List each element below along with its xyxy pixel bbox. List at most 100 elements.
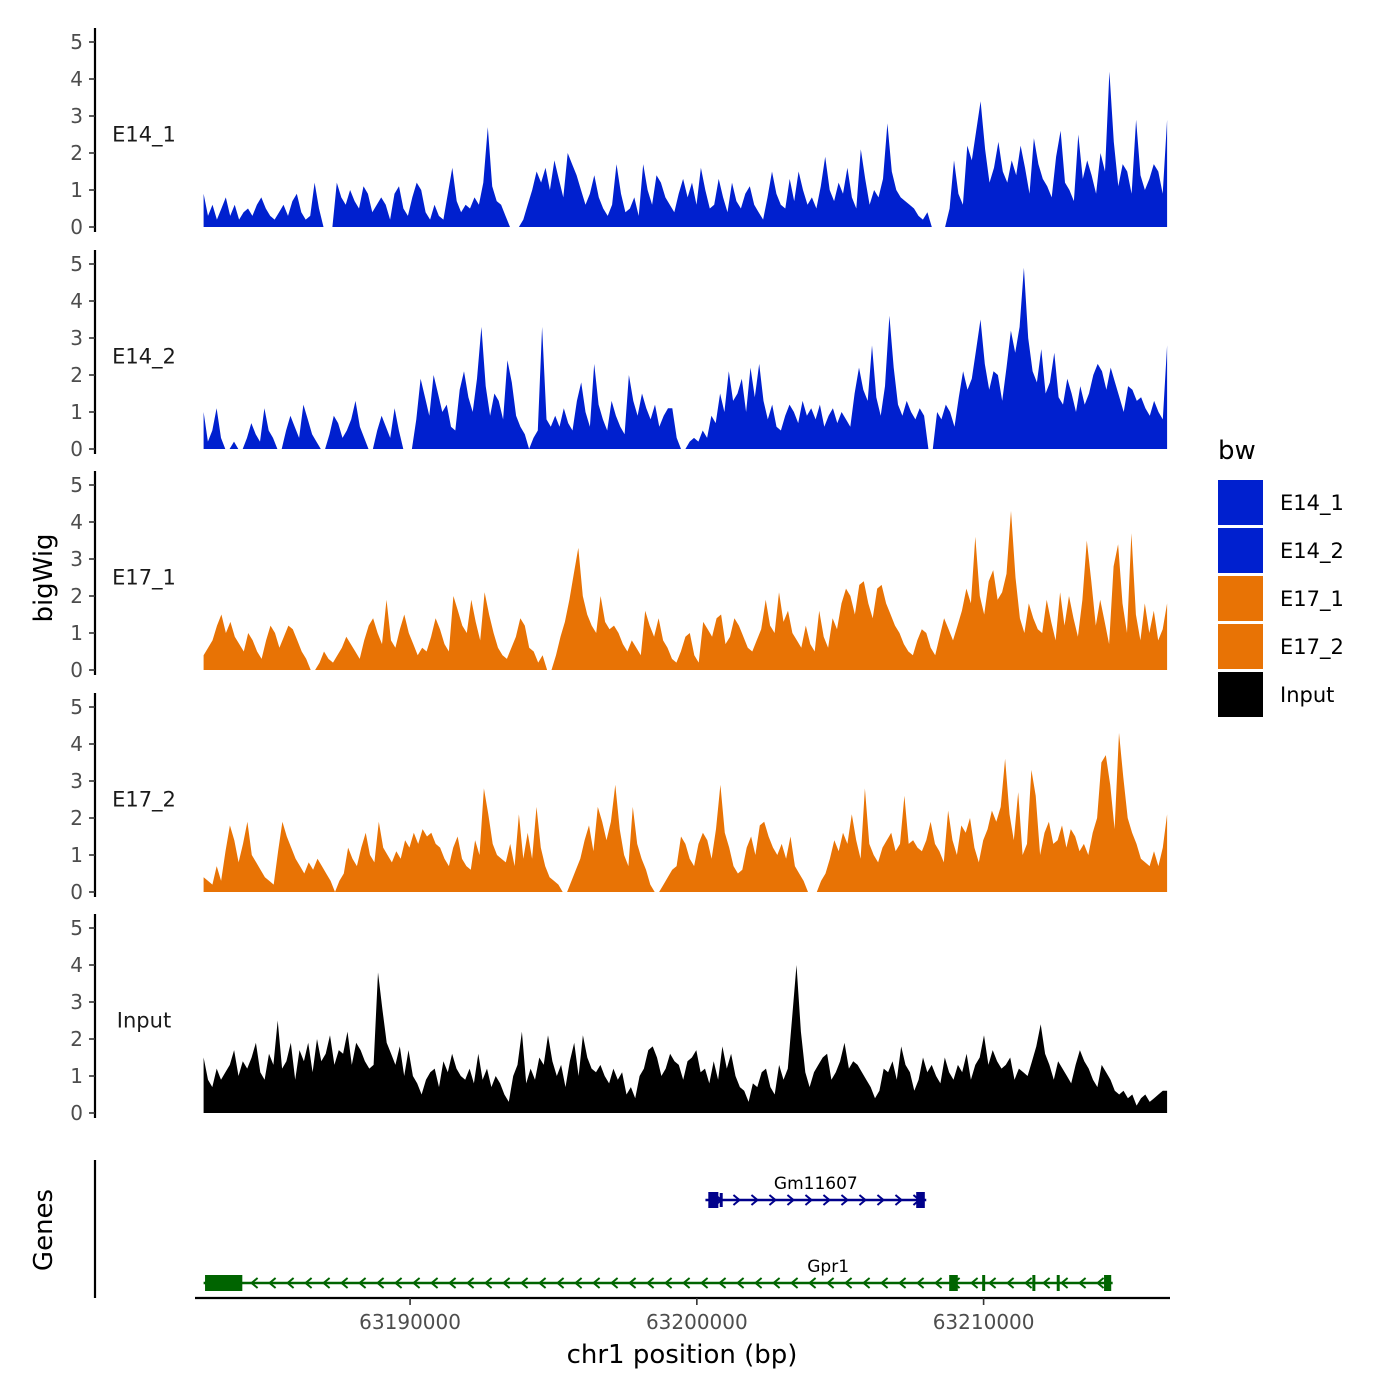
strand-arrow bbox=[466, 1277, 475, 1289]
x-tick-label: 63190000 bbox=[359, 1310, 461, 1334]
strand-arrow bbox=[340, 1277, 349, 1289]
gene-label: Gm11607 bbox=[774, 1174, 858, 1194]
legend-label: Input bbox=[1280, 683, 1334, 707]
strand-arrow bbox=[700, 1277, 709, 1289]
strand-arrow bbox=[840, 1194, 850, 1206]
y-tick-label: 2 bbox=[70, 141, 83, 165]
strand-arrow bbox=[430, 1277, 439, 1289]
strand-arrow bbox=[394, 1277, 403, 1289]
strand-arrow bbox=[250, 1277, 259, 1289]
strand-arrow bbox=[934, 1277, 943, 1289]
track-label: E14_1 bbox=[112, 123, 176, 148]
strand-arrow bbox=[322, 1277, 331, 1289]
strand-arrow bbox=[732, 1194, 742, 1206]
y-tick-label: 2 bbox=[70, 1027, 83, 1051]
strand-arrow bbox=[844, 1277, 853, 1289]
strand-arrow bbox=[664, 1277, 673, 1289]
strand-arrow bbox=[1096, 1277, 1105, 1289]
track-e14_1: 0 1 2 3 4 5 E14_1 bbox=[70, 28, 1168, 239]
strand-arrow bbox=[750, 1194, 760, 1206]
strand-arrow bbox=[718, 1277, 727, 1289]
y-tick-label: 3 bbox=[70, 990, 83, 1014]
strand-arrow bbox=[822, 1194, 832, 1206]
coverage-tracks: 0 1 2 3 4 5 E14_1 0 1 2 3 4 5 E14_2 0 1 2 3 4 5 E17_1 0 1 2 3 4 5 E… bbox=[70, 28, 1168, 1125]
y-tick-label: 0 bbox=[70, 658, 83, 682]
strand-arrow bbox=[376, 1277, 385, 1289]
y-tick-label: 2 bbox=[70, 584, 83, 608]
y-tick-label: 1 bbox=[70, 843, 83, 867]
track-input: 0 1 2 3 4 5 Input bbox=[70, 914, 1168, 1125]
legend: bw E14_1 E14_2 E17_1 E17_2 Input bbox=[1218, 436, 1344, 717]
strand-arrow bbox=[790, 1277, 799, 1289]
strand-arrow bbox=[304, 1277, 313, 1289]
strand-arrow bbox=[970, 1277, 979, 1289]
strand-arrow bbox=[484, 1277, 493, 1289]
x-tick-label: 63200000 bbox=[646, 1310, 748, 1334]
strand-arrow bbox=[412, 1277, 421, 1289]
y-tick-label: 0 bbox=[70, 1101, 83, 1125]
exon bbox=[982, 1275, 986, 1291]
strand-arrow bbox=[736, 1277, 745, 1289]
track-e14_2: 0 1 2 3 4 5 E14_2 bbox=[70, 250, 1168, 461]
exon bbox=[1104, 1275, 1112, 1291]
y-tick-label: 4 bbox=[70, 510, 83, 534]
strand-arrow bbox=[898, 1277, 907, 1289]
y-tick-label: 5 bbox=[70, 252, 83, 276]
y-tick-label: 3 bbox=[70, 104, 83, 128]
y-tick-label: 1 bbox=[70, 621, 83, 645]
strand-arrow bbox=[268, 1277, 277, 1289]
strand-arrow bbox=[646, 1277, 655, 1289]
strand-arrow bbox=[574, 1277, 583, 1289]
legend-label: E17_1 bbox=[1280, 587, 1344, 612]
legend-label: E17_2 bbox=[1280, 635, 1344, 660]
strand-arrow bbox=[754, 1277, 763, 1289]
exon bbox=[205, 1275, 243, 1291]
strand-arrow bbox=[1042, 1277, 1051, 1289]
legend-title: bw bbox=[1218, 436, 1256, 466]
y-tick-label: 4 bbox=[70, 67, 83, 91]
strand-arrow bbox=[682, 1277, 691, 1289]
strand-arrow bbox=[592, 1277, 601, 1289]
y-tick-label: 1 bbox=[70, 400, 83, 424]
gene-track: Gm11607 Gpr1 bbox=[93, 1160, 1113, 1298]
strand-arrow bbox=[916, 1277, 925, 1289]
strand-arrow bbox=[772, 1277, 781, 1289]
strand-arrow bbox=[538, 1277, 547, 1289]
y-tick-label: 2 bbox=[70, 806, 83, 830]
gene-gpr1: Gpr1 bbox=[203, 1257, 1113, 1291]
gene-gm11607: Gm11607 bbox=[705, 1174, 927, 1208]
legend-swatch-e14_1 bbox=[1218, 480, 1263, 525]
strand-arrow bbox=[768, 1194, 778, 1206]
strand-arrow bbox=[826, 1277, 835, 1289]
strand-arrow bbox=[894, 1194, 904, 1206]
strand-arrow bbox=[858, 1194, 868, 1206]
y-tick-label: 4 bbox=[70, 732, 83, 756]
track-label: E17_1 bbox=[112, 566, 176, 591]
x-tick-label: 63210000 bbox=[933, 1310, 1035, 1334]
strand-arrow bbox=[502, 1277, 511, 1289]
legend-swatch-e14_2 bbox=[1218, 528, 1263, 573]
strand-arrow bbox=[1006, 1277, 1015, 1289]
x-axis-title: chr1 position (bp) bbox=[567, 1340, 798, 1370]
legend-label: E14_2 bbox=[1280, 539, 1344, 564]
y-axis-title: bigWig bbox=[29, 533, 59, 622]
y-tick-label: 3 bbox=[70, 547, 83, 571]
strand-arrow bbox=[1024, 1277, 1033, 1289]
coverage-area-e14_1 bbox=[203, 71, 1168, 227]
y-tick-label: 5 bbox=[70, 695, 83, 719]
y-tick-label: 1 bbox=[70, 178, 83, 202]
strand-arrow bbox=[1078, 1277, 1087, 1289]
x-axis: 63190000 63200000 63210000 bbox=[195, 1296, 1170, 1334]
y-tick-label: 0 bbox=[70, 880, 83, 904]
track-e17_1: 0 1 2 3 4 5 E17_1 bbox=[70, 471, 1168, 682]
strand-arrow bbox=[808, 1277, 817, 1289]
genes-track-title: Genes bbox=[29, 1189, 59, 1271]
y-tick-label: 5 bbox=[70, 916, 83, 940]
track-label: E17_2 bbox=[112, 788, 176, 813]
strand-arrow bbox=[786, 1194, 796, 1206]
strand-arrow bbox=[876, 1194, 886, 1206]
legend-swatch-input bbox=[1218, 672, 1263, 717]
y-tick-label: 1 bbox=[70, 1064, 83, 1088]
strand-arrow bbox=[862, 1277, 871, 1289]
y-tick-label: 3 bbox=[70, 326, 83, 350]
